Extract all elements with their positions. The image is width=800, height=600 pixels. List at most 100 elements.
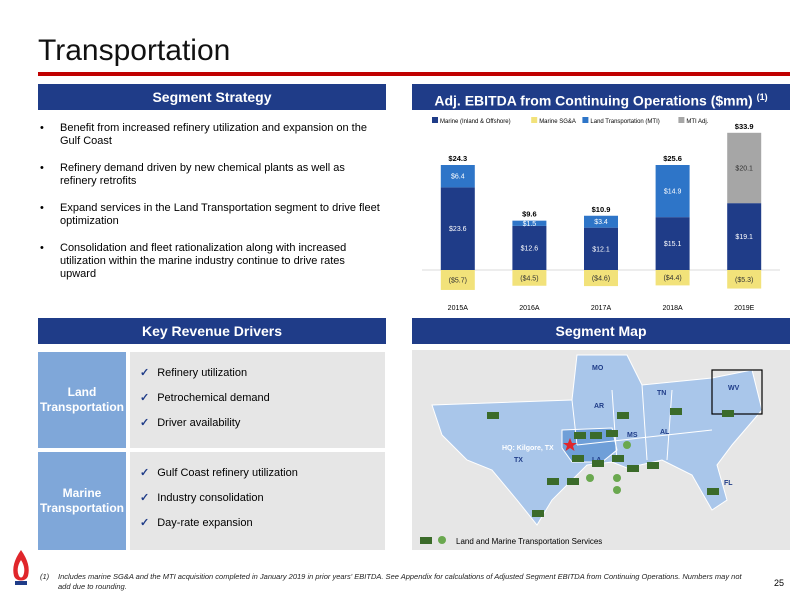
land-driver-item: ✓ Driver availability — [140, 416, 385, 429]
land-driver-item: ✓ Refinery utilization — [140, 366, 385, 379]
land-transportation-label: Land Transportation — [38, 352, 126, 448]
bar-segment-label: $6.4 — [451, 174, 465, 181]
segment-strategy-header: Segment Strategy — [38, 84, 386, 110]
bar-segment-label: $19.1 — [735, 234, 753, 241]
land-driver-text: Refinery utilization — [157, 367, 248, 379]
ebitda-stacked-bar-chart: Marine (Inland & Offshore) Marine SG&A Lan… — [422, 117, 780, 312]
ebitda-chart-header: Adj. EBITDA from Continuing Operations (… — [412, 84, 790, 110]
bar-segment-label: $15.1 — [664, 241, 682, 248]
truck-icon — [627, 465, 639, 472]
truck-icon — [592, 460, 604, 467]
bar-segment — [512, 220, 547, 226]
strategy-bullet: Benefit from increased refinery utilizat… — [38, 122, 383, 148]
page-number: 25 — [773, 578, 784, 588]
state-label: FL — [724, 480, 733, 487]
hq-star-icon — [563, 438, 577, 451]
marine-drivers-box: ✓ Gulf Coast refinery utilization ✓ Indust… — [130, 452, 385, 550]
x-tick-label: 2019E — [734, 305, 755, 312]
segment-map-header: Segment Map — [412, 318, 790, 344]
state-label: AR — [594, 403, 604, 410]
state-label: TX — [514, 457, 523, 464]
bar-segment — [584, 215, 618, 228]
strategy-bullet-list: Benefit from increased refinery utilizat… — [38, 122, 383, 295]
bar-segment — [655, 217, 690, 270]
truck-icon — [606, 430, 618, 437]
checkmark-icon: ✓ — [140, 517, 150, 529]
hq-label: HQ: Kilgore, TX — [502, 445, 554, 452]
bar-segment — [512, 225, 547, 270]
bar-segment — [655, 270, 690, 286]
bar-segment-label: $12.6 — [521, 245, 539, 252]
bar-segment — [727, 132, 762, 204]
marine-icon — [623, 441, 631, 449]
title-divider — [38, 72, 790, 76]
bar-segment-label: $14.9 — [664, 189, 682, 196]
x-tick-label: 2018A — [662, 305, 683, 312]
marine-driver-text: Gulf Coast refinery utilization — [157, 467, 298, 479]
marine-driver-item: ✓ Day-rate expansion — [140, 516, 385, 529]
legend-swatch — [531, 117, 538, 123]
legend-swatch — [432, 117, 438, 123]
marine-driver-text: Industry consolidation — [157, 492, 264, 504]
bar-segment — [440, 165, 475, 188]
page-title: Transportation — [38, 34, 231, 67]
checkmark-icon: ✓ — [140, 417, 150, 429]
checkmark-icon: ✓ — [140, 392, 150, 404]
strategy-bullet: Refinery demand driven by new chemical p… — [38, 162, 383, 188]
truck-icon — [647, 462, 659, 469]
map-legend-label: Land and Marine Transportation Services — [456, 537, 602, 546]
legend-marine-icon — [438, 536, 446, 544]
bar-segment — [655, 165, 690, 218]
segment-map-graphic: MO TN WV AR MS AL TX LA FL HQ: Kilgore, … — [420, 354, 763, 546]
bar-segment — [727, 270, 762, 289]
legend-label: Land Transportation (MTI) — [590, 119, 659, 125]
truck-icons — [487, 408, 734, 517]
key-revenue-drivers-header: Key Revenue Drivers — [38, 318, 386, 344]
land-driver-text: Driver availability — [157, 417, 241, 429]
marine-driver-item: ✓ Industry consolidation — [140, 491, 385, 504]
map-state-border — [571, 384, 713, 463]
bar-segment-label: ($4.5) — [520, 275, 538, 282]
truck-icon — [590, 432, 602, 439]
bar-segment — [584, 227, 618, 270]
bar-total-label: $24.3 — [448, 154, 467, 163]
bar-segment — [440, 187, 475, 270]
segment-map: MO TN WV AR MS AL TX LA FL HQ: Kilgore, … — [412, 350, 790, 550]
bar-segment-label: ($5.3) — [735, 277, 753, 284]
bar-total-label: $25.6 — [663, 154, 682, 163]
wv-highlight-box — [711, 369, 763, 415]
truck-icon — [572, 455, 584, 462]
legend-label: Marine (Inland & Offshore) — [440, 119, 511, 125]
marine-driver-item: ✓ Gulf Coast refinery utilization — [140, 466, 385, 479]
truck-icon — [532, 510, 544, 517]
checkmark-icon: ✓ — [140, 492, 150, 504]
x-tick-label: 2017A — [591, 305, 612, 312]
checkmark-icon: ✓ — [140, 467, 150, 479]
bar-segment — [440, 270, 475, 290]
bar-segment-label: $12.1 — [592, 246, 610, 253]
marine-driver-text: Day-rate expansion — [157, 517, 253, 529]
strategy-bullet: Consolidation and fleet rationalization … — [38, 242, 383, 281]
footnote-text: Includes marine SG&A and the MTI acquisi… — [58, 572, 742, 591]
marine-icon — [613, 474, 621, 482]
bar-segment-label: $20.1 — [735, 165, 753, 172]
company-logo-icon — [13, 550, 29, 585]
marine-icons — [586, 441, 631, 494]
truck-icon — [670, 408, 682, 415]
bar-segment-label: ($4.4) — [663, 275, 681, 282]
bar-segment-label: ($4.6) — [592, 276, 610, 283]
legend-label: MTI Adj. — [686, 119, 708, 125]
marine-icon — [586, 474, 594, 482]
legend-swatch — [678, 117, 685, 123]
state-label: MO — [592, 365, 604, 372]
bar-segment — [584, 270, 618, 287]
legend-label: Marine SG&A — [539, 119, 576, 125]
marine-transportation-label: Marine Transportation — [38, 452, 126, 550]
bar-total-label: $10.9 — [592, 205, 611, 214]
bar-segment — [727, 203, 762, 270]
footnote-number: (1) — [40, 572, 50, 581]
bar-total-label: $9.6 — [522, 210, 537, 219]
bar-segment-label: $23.6 — [449, 226, 467, 233]
ebitda-chart-header-text: Adj. EBITDA from Continuing Operations (… — [434, 92, 753, 109]
bar-segment-label: $3.4 — [594, 219, 608, 226]
